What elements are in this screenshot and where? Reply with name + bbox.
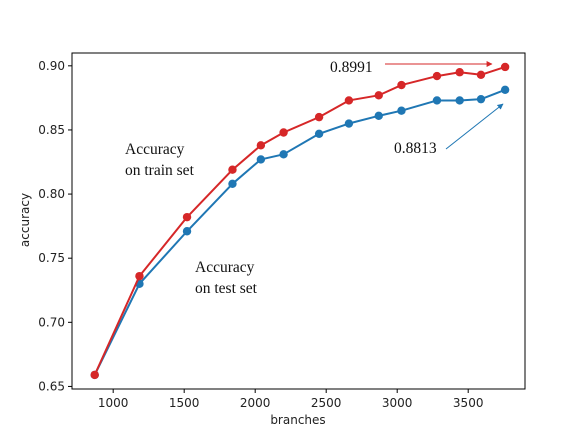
data-point-train	[344, 96, 354, 105]
x-tick-label: 3500	[453, 396, 484, 410]
data-point-test	[182, 227, 192, 236]
data-point-test	[455, 96, 464, 105]
x-tick-label: 1500	[169, 396, 200, 410]
y-tick-label: 0.90	[38, 59, 65, 73]
data-point-train	[500, 62, 510, 72]
x-tick-label: 2500	[311, 396, 342, 410]
data-point-train	[135, 271, 144, 281]
annotation-train-line1: Accuracy	[125, 141, 185, 158]
series-line-train	[93, 66, 506, 376]
data-point-train	[397, 80, 406, 90]
y-axis-label: accuracy	[18, 193, 32, 247]
annotation-max-test: 0.8813	[394, 140, 437, 157]
data-point-train	[256, 141, 266, 150]
x-tick-label: 1000	[98, 396, 129, 410]
y-tick-label: 0.70	[38, 315, 65, 329]
data-point-train	[90, 370, 99, 380]
data-point-train	[228, 165, 237, 174]
data-point-test	[374, 111, 383, 121]
data-point-train	[374, 91, 383, 100]
annotation-train-line2: on train set	[125, 162, 195, 179]
y-tick-label: 0.75	[38, 251, 65, 265]
y-tick-label: 0.80	[38, 187, 65, 201]
data-point-test	[500, 85, 510, 95]
annotation-test-line1: Accuracy	[195, 259, 255, 276]
data-point-train	[314, 112, 324, 122]
data-point-test	[432, 96, 442, 105]
x-tick-label: 3000	[382, 396, 413, 410]
arrow-max-test	[445, 103, 504, 150]
series-line-test	[93, 88, 506, 376]
data-point-test	[397, 106, 406, 115]
data-point-test	[476, 94, 486, 104]
data-point-test	[256, 155, 266, 164]
data-point-test	[344, 119, 354, 128]
x-axis-label: branches	[270, 413, 325, 427]
data-point-test	[279, 150, 288, 159]
x-tick-label: 2000	[240, 396, 271, 410]
annotation-max-train: 0.8991	[330, 59, 373, 76]
data-point-train	[432, 71, 442, 81]
plot-frame	[71, 52, 526, 390]
y-tick-label: 0.65	[38, 379, 65, 393]
data-point-train	[476, 70, 486, 80]
data-point-train	[455, 68, 464, 77]
data-point-test	[314, 129, 324, 138]
data-point-train	[182, 212, 192, 222]
y-tick-label: 0.85	[38, 123, 65, 137]
data-point-test	[228, 179, 237, 189]
annotation-test-line2: on test set	[195, 280, 258, 297]
data-point-train	[279, 128, 288, 137]
